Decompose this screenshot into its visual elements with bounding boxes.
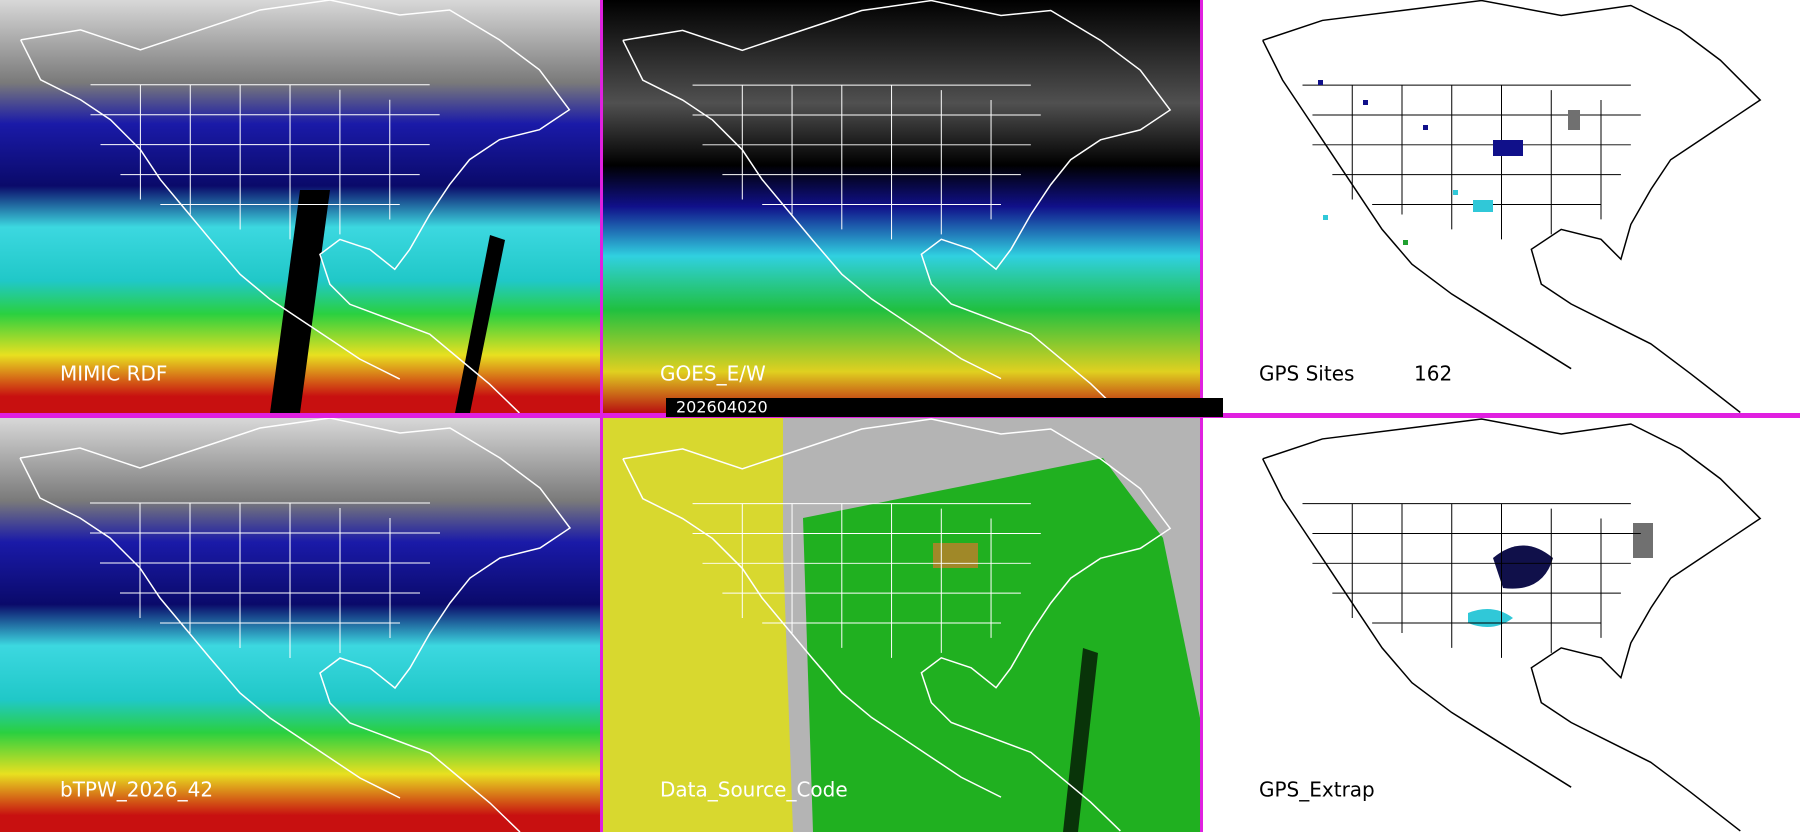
extrap-region	[1633, 523, 1653, 558]
panel-label: GPS_Extrap	[1259, 778, 1375, 802]
goes-field	[603, 0, 1200, 413]
panel-label: MIMIC RDF	[60, 362, 167, 386]
panel-label: GOES_E/W	[660, 362, 766, 386]
tpw-field	[0, 418, 600, 832]
panel-label: Data_Source_Code	[660, 778, 848, 802]
site	[1423, 125, 1428, 130]
panel-gps-sites: GPS Sites 162	[1203, 0, 1800, 413]
site-cluster	[1473, 200, 1493, 212]
gps-site-markers	[1318, 80, 1580, 245]
panel-btpw: bTPW_2026_42	[0, 418, 600, 832]
panel-data-source: Data_Source_Code	[603, 418, 1200, 832]
site	[1323, 215, 1328, 220]
panel-mimic: MIMIC RDF	[0, 0, 600, 413]
timestamp: 202604020	[676, 398, 768, 417]
panel-label: GPS Sites	[1259, 362, 1354, 386]
source-region	[933, 543, 978, 568]
extrap-region	[1493, 545, 1553, 589]
panel-gps-extrap: GPS_Extrap	[1203, 418, 1800, 832]
swath-gap	[270, 190, 330, 413]
panel-goes: GOES_E/W	[603, 0, 1200, 413]
timestamp-bar	[666, 398, 1223, 417]
source-region	[603, 418, 793, 832]
site-cluster	[1568, 110, 1580, 130]
site-cluster	[1493, 140, 1523, 156]
panel-label: bTPW_2026_42	[60, 778, 213, 802]
swath-gap	[455, 235, 505, 413]
site	[1453, 190, 1458, 195]
site	[1363, 100, 1368, 105]
site	[1318, 80, 1323, 85]
site-count: 162	[1414, 362, 1452, 386]
source-region	[803, 458, 1200, 832]
site	[1403, 240, 1408, 245]
